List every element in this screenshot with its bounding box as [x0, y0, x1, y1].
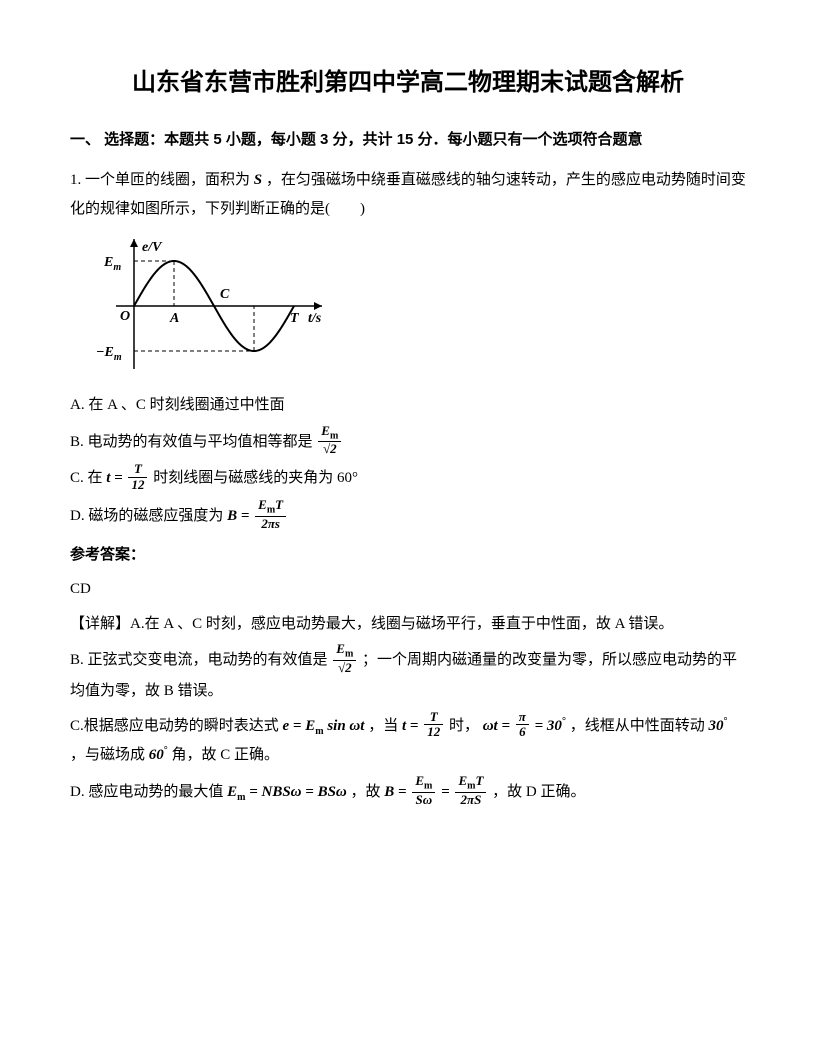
option-B-text: B. 电动势的有效值与平均值相等都是 — [70, 433, 313, 449]
frac-EmT-2piS: EmT 2πS — [455, 774, 486, 807]
answer-value: CD — [70, 575, 746, 604]
option-D-a: D. 磁场的磁感应强度为 — [70, 508, 223, 524]
frac-EmT-2pis: EmT 2πs — [255, 498, 286, 531]
eq-wt: ωt = — [483, 718, 510, 734]
svg-text:e/V: e/V — [142, 240, 163, 255]
deg30: 30° — [708, 718, 727, 734]
svg-text:C: C — [220, 287, 230, 302]
frac-Em-root2: Em √2 — [318, 424, 341, 457]
expl-C-f: 角，故 C 正确。 — [172, 747, 280, 763]
frac-Em-root2-b: Em √2 — [333, 642, 356, 675]
frac-T-12-b: T 12 — [424, 710, 443, 740]
sine-svg: e/V t/s Em −Em O A C T — [84, 231, 324, 381]
expl-D-b: ，故 — [351, 784, 381, 800]
option-D: D. 磁场的磁感应强度为 B = EmT 2πs — [70, 500, 746, 533]
eq-Bfull: B = — [384, 784, 406, 800]
option-A: A. 在 A 、C 时刻线圈通过中性面 — [70, 391, 746, 420]
expl-D: D. 感应电动势的最大值 Em = NBSω = BSω ，故 B = Em S… — [70, 776, 746, 809]
option-B: B. 电动势的有效值与平均值相等都是 Em √2 — [70, 426, 746, 459]
expl-C-e: ，与磁场成 — [70, 747, 145, 763]
frac-pi-6: π 6 — [516, 710, 529, 740]
option-C: C. 在 t = T 12 时刻线圈与磁感线的夹角为 60° — [70, 464, 746, 494]
q1-stem-a: 1. 一个单匝的线圈，面积为 — [70, 172, 250, 188]
expl-B: B. 正弦式交变电流，电动势的有效值是 Em √2 ；一个周期内磁通量的改变量为… — [70, 644, 746, 705]
expl-C-d: ，线框从中性面转动 — [570, 718, 705, 734]
expl-A: 【详解】A.在 A 、C 时刻，感应电动势最大，线圈与磁场平行，垂直于中性面，故… — [70, 610, 746, 639]
expl-C-c: 时， — [449, 718, 479, 734]
eq-e: e = Em sin ωt — [283, 718, 365, 734]
expl-D-a: D. 感应电动势的最大值 — [70, 784, 223, 800]
page-title: 山东省东营市胜利第四中学高二物理期末试题含解析 — [70, 60, 746, 106]
expl-D-c: ，故 D 正确。 — [492, 784, 585, 800]
option-C-a: C. 在 — [70, 471, 103, 487]
frac-T-12: T 12 — [128, 462, 147, 492]
section-heading: 一、 选择题：本题共 5 小题，每小题 3 分，共计 15 分．每小题只有一个选… — [70, 126, 746, 155]
expl-C-a: C.根据感应电动势的瞬时表达式 — [70, 718, 279, 734]
svg-text:A: A — [169, 311, 179, 326]
eq-Em: Em = NBSω = BSω — [227, 784, 347, 800]
eq-30: = 30° — [535, 718, 566, 734]
svg-text:Em: Em — [103, 255, 121, 273]
q1-stem: 1. 一个单匝的线圈，面积为 S ，在匀强磁场中绕垂直磁感线的轴匀速转动，产生的… — [70, 166, 746, 223]
expl-B-a: B. 正弦式交变电流，电动势的有效值是 — [70, 652, 328, 668]
eq-t: t = — [106, 471, 122, 487]
eq-B: B = — [227, 508, 249, 524]
eq-eq: = — [441, 784, 450, 800]
svg-text:t/s: t/s — [308, 311, 322, 326]
var-S: S — [254, 172, 262, 188]
svg-text:O: O — [120, 309, 130, 324]
expl-C: C.根据感应电动势的瞬时表达式 e = Em sin ωt ，当 t = T 1… — [70, 712, 746, 770]
answer-label: 参考答案： — [70, 541, 746, 570]
eq-t2: t = — [402, 718, 418, 734]
frac-Em-Sw: Em Sω — [412, 774, 435, 807]
expl-C-b: ，当 — [368, 718, 398, 734]
option-C-b: 时刻线圈与磁感线的夹角为 60° — [153, 471, 358, 487]
svg-text:T: T — [290, 311, 300, 326]
sine-graph: e/V t/s Em −Em O A C T — [84, 231, 746, 381]
deg60: 60° — [149, 747, 168, 763]
svg-text:−Em: −Em — [96, 345, 122, 363]
